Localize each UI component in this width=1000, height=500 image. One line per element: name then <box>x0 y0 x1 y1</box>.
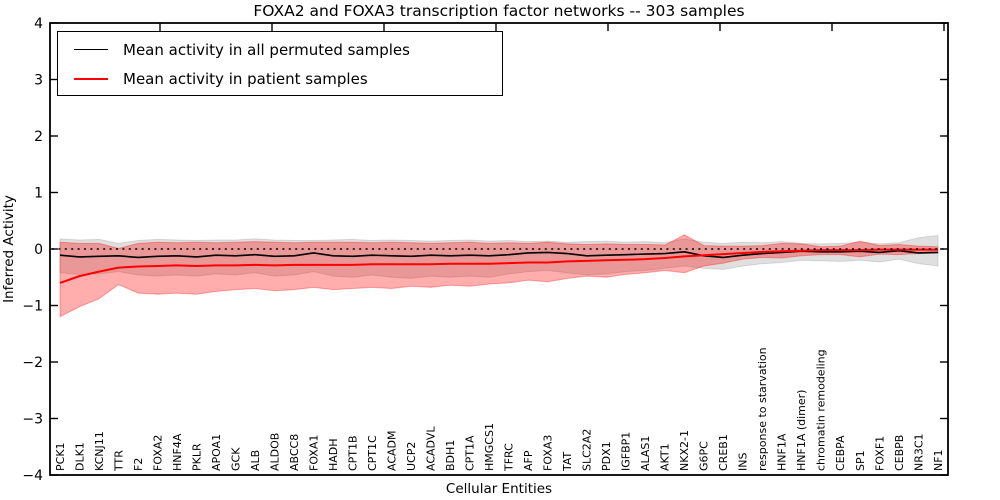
y-tick-label: −3 <box>22 412 43 428</box>
legend-label-patient: Mean activity in patient samples <box>123 69 368 88</box>
y-tick-label: −2 <box>22 355 43 371</box>
x-tick-label: response to starvation <box>756 347 769 471</box>
y-tick-label: 1 <box>34 186 43 202</box>
x-tick-label: FOXA2 <box>151 435 164 471</box>
legend-item-permuted: Mean activity in all permuted samples <box>58 35 502 64</box>
permuted-confidence-band <box>59 234 939 279</box>
x-tick-label: HADH <box>327 438 340 471</box>
x-tick-label: KCNJ11 <box>93 431 106 471</box>
x-tick-label: IGFBP1 <box>620 432 633 471</box>
x-tick-label: ABCC8 <box>288 434 301 471</box>
x-tick-label: ALAS1 <box>639 436 652 471</box>
x-tick-label: HMGCS1 <box>483 423 496 471</box>
x-tick-label: ACADM <box>385 431 398 472</box>
y-tick-label: 3 <box>34 73 43 89</box>
x-tick-label: HNF1A (dimer) <box>795 390 808 471</box>
legend-item-patient: Mean activity in patient samples <box>58 64 502 93</box>
x-tick-label: APOA1 <box>210 434 223 471</box>
x-tick-label: F2 <box>132 458 145 471</box>
x-tick-label: AKT1 <box>659 443 672 471</box>
legend-line-sample-black-icon <box>74 49 108 50</box>
x-tick-label: HNF1A <box>776 433 789 471</box>
x-tick-label: ACADVL <box>425 426 438 471</box>
y-tick-label: 0 <box>34 242 43 258</box>
x-tick-label: SLC2A2 <box>581 429 594 471</box>
y-tick-label: −4 <box>22 468 43 484</box>
x-tick-label: TFRC <box>503 443 516 472</box>
y-tick-label: 4 <box>34 16 43 32</box>
x-tick-label: CREB1 <box>717 434 730 471</box>
x-tick-label: NF1 <box>932 449 945 471</box>
x-tick-label: CPT1A <box>464 435 477 471</box>
x-tick-label: FOXA1 <box>307 435 320 471</box>
legend-line-sample-red-icon <box>74 77 108 80</box>
x-tick-label: PCK1 <box>54 442 67 471</box>
y-axis-label: Inferred Activity <box>1 195 17 303</box>
x-tick-label: chromatin remodeling <box>815 349 828 471</box>
x-tick-label: NR3C1 <box>912 433 925 471</box>
x-tick-label: FOXA3 <box>542 435 555 471</box>
x-tick-label: G6PC <box>698 441 711 471</box>
x-tick-label: SP1 <box>854 450 867 471</box>
x-tick-label: NKX2-1 <box>678 430 691 471</box>
x-tick-label: DLK1 <box>73 442 86 471</box>
patient-mean-line <box>59 248 938 284</box>
x-tick-label: CEBPA <box>834 435 847 471</box>
x-tick-label: CPT1B <box>346 435 359 471</box>
x-tick-label: INS <box>737 453 750 471</box>
legend: Mean activity in all permuted samples Me… <box>57 31 503 96</box>
patient-confidence-band <box>59 234 939 318</box>
x-tick-label: TTR <box>112 450 125 472</box>
chart-title: FOXA2 and FOXA3 transcription factor net… <box>253 2 745 20</box>
x-tick-label: ALB <box>249 450 262 471</box>
x-tick-label: HNF4A <box>171 433 184 471</box>
x-tick-label: AFP <box>522 450 535 471</box>
x-tick-label: TAT <box>561 451 574 472</box>
x-tick-label: PKLR <box>190 443 203 471</box>
legend-label-permuted: Mean activity in all permuted samples <box>123 40 410 59</box>
x-tick-label: FOXF1 <box>873 436 886 471</box>
x-tick-label: GCK <box>229 447 242 471</box>
y-tick-label: 2 <box>34 129 43 145</box>
x-tick-label: UCP2 <box>405 442 418 471</box>
x-tick-label: PDX1 <box>600 441 613 471</box>
x-tick-label: BDH1 <box>444 440 457 471</box>
x-tick-label: CEBPB <box>893 435 906 471</box>
x-axis-label: Cellular Entities <box>445 481 553 497</box>
x-tick-label: ALDOB <box>268 433 281 471</box>
y-tick-label: −1 <box>22 299 43 315</box>
x-tick-label: CPT1C <box>366 435 379 471</box>
